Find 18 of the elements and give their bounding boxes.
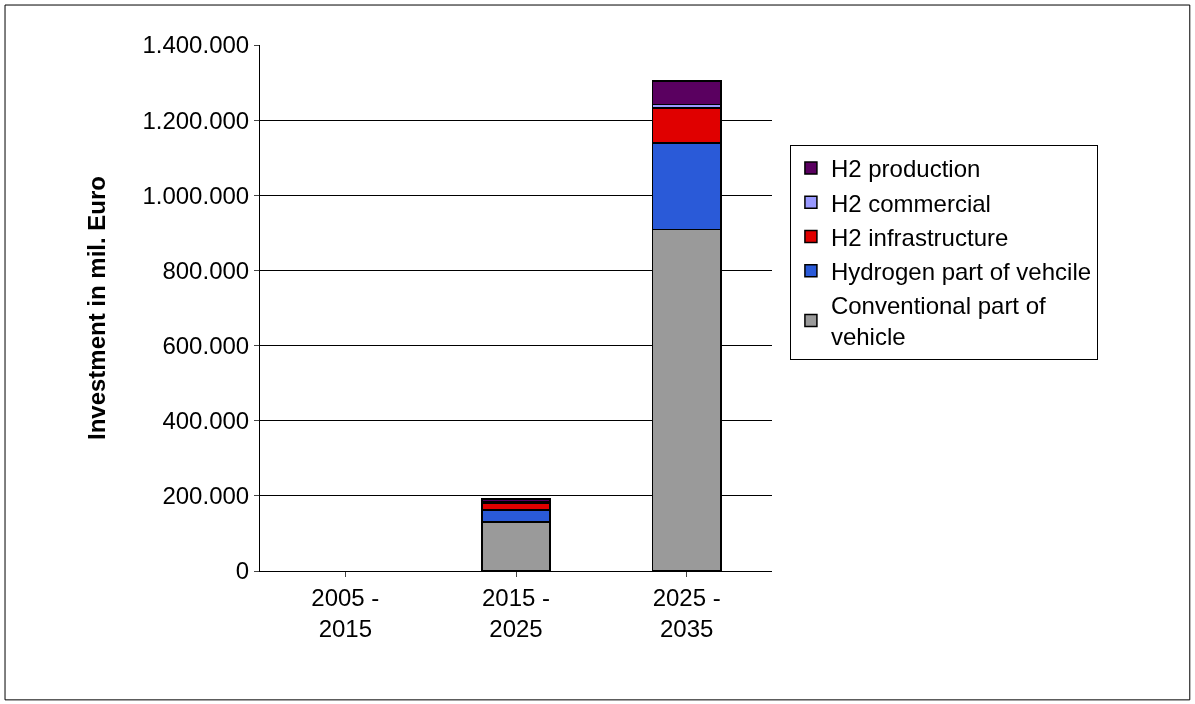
legend-label: H2 infrastructure bbox=[830, 223, 1009, 251]
y-tick-label: 200.000 bbox=[162, 482, 250, 510]
legend-label: H2 commercial bbox=[830, 189, 991, 217]
x-tick-label: 2005 - 2015 bbox=[311, 583, 380, 642]
y-tick-label: 0 bbox=[235, 557, 250, 585]
x-tick-label: 2025 - 2035 bbox=[652, 583, 721, 642]
legend-label: Hydrogen part of vehcile bbox=[830, 258, 1092, 285]
legend-label: Conventional part of vehicle bbox=[830, 292, 1047, 351]
x-tick-label: 2015 - 2025 bbox=[481, 583, 551, 642]
y-tick-label: 800.000 bbox=[162, 256, 250, 284]
bar bbox=[651, 80, 722, 106]
y-tick-label: 1.200.000 bbox=[142, 106, 250, 134]
y-tick-label: 1.400.000 bbox=[142, 31, 250, 59]
legend-label: H2 production bbox=[830, 155, 981, 183]
y-tick-label: 400.000 bbox=[162, 407, 250, 435]
y-axis-title: Investment in mil. Euro bbox=[82, 175, 110, 441]
y-tick-label: 1.000.000 bbox=[142, 181, 250, 209]
y-tick-label: 600.000 bbox=[162, 331, 250, 359]
